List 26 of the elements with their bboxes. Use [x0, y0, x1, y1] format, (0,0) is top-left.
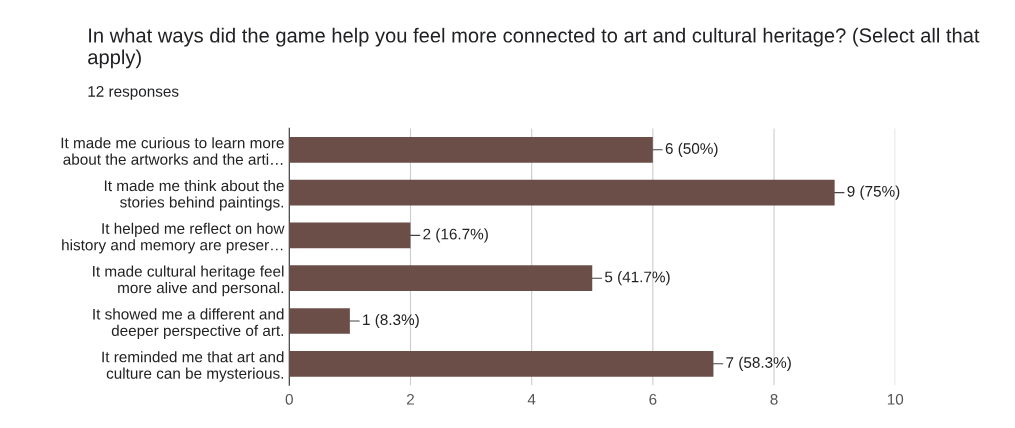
- x-tick-label: 10: [887, 393, 904, 405]
- bar: [289, 136, 653, 163]
- x-tick-label: 4: [527, 394, 536, 405]
- y-tick-label: It helped me reflect on how history and memory are preser…: [62, 222, 285, 254]
- x-tick-label: 0: [285, 393, 293, 405]
- x-tick-label: 6: [649, 393, 657, 405]
- x-tick-label: 8: [770, 393, 778, 405]
- y-tick-label: It made cultural heritage feel more alive and personal.: [93, 265, 284, 297]
- y-tick-label: It reminded me that art and culture can be mysterious.: [102, 351, 284, 382]
- data-label: 5 (41.7%): [604, 271, 670, 286]
- bar: [289, 222, 411, 249]
- bar: [289, 350, 714, 377]
- text: 12 responses: [88, 86, 179, 100]
- data-label: 9 (75%): [847, 185, 900, 200]
- y-tick-label: It made me think about the stories behind paintings.: [104, 179, 284, 211]
- chart-title: In what ways did the game help you feel more connected to art and cultural heritage? (Select all that apply): [88, 27, 980, 69]
- y-tick-label: It showed me a different and deeper perspective of art.: [93, 308, 284, 340]
- data-label: 1 (8.3%): [363, 313, 419, 329]
- data-label: 2 (16.7%): [423, 228, 488, 243]
- data-label: 7 (58.3%): [726, 356, 791, 371]
- y-tick-label: It made me curious to learn more about the artworks and the arti…: [61, 137, 284, 165]
- data-label: 6 (50%): [665, 142, 718, 157]
- x-tick-label: 2: [406, 393, 414, 405]
- bar: [289, 179, 835, 206]
- bar: [289, 265, 593, 292]
- bar: [289, 308, 350, 334]
